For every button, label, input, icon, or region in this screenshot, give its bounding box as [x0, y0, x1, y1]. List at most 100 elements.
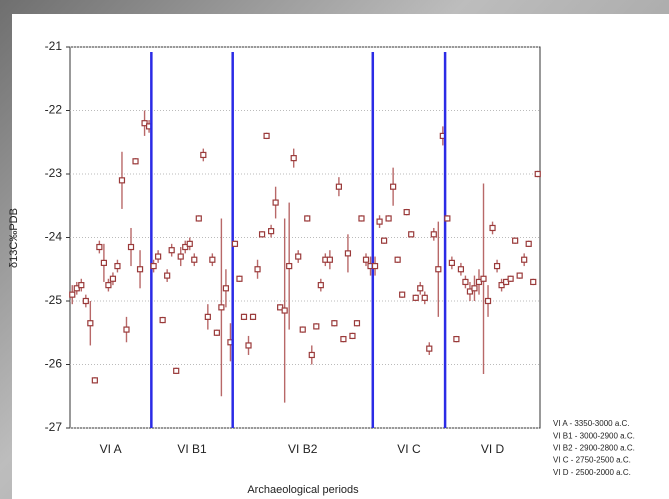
point	[168, 247, 175, 254]
point	[340, 336, 347, 343]
x-tick-label: VI B2	[288, 442, 318, 456]
point	[191, 256, 198, 263]
point	[326, 256, 333, 263]
point	[105, 282, 112, 289]
point	[313, 323, 320, 330]
point	[344, 250, 352, 257]
point	[421, 294, 428, 301]
point	[512, 237, 519, 244]
point	[417, 285, 424, 292]
point	[182, 243, 189, 251]
point	[155, 253, 162, 260]
x-tick-label: VI A	[100, 442, 122, 456]
point	[484, 297, 492, 305]
legend-entry: VI B1 - 3000-2900 a.C.	[553, 431, 635, 440]
point	[408, 231, 415, 238]
y-tick-label: -23	[45, 166, 63, 180]
point	[159, 316, 166, 324]
point	[480, 275, 487, 282]
point	[173, 367, 180, 374]
point	[150, 262, 157, 270]
point	[349, 332, 356, 340]
point	[516, 272, 523, 279]
point	[87, 320, 94, 327]
point	[525, 240, 532, 247]
point	[136, 266, 144, 273]
point	[299, 326, 306, 333]
point	[475, 278, 483, 286]
point	[493, 262, 501, 270]
point	[335, 183, 342, 190]
point	[462, 278, 469, 286]
legend-entry: VI B2 - 2900-2800 a.C.	[553, 444, 635, 453]
point	[254, 266, 261, 273]
point	[380, 237, 388, 244]
point	[127, 243, 135, 251]
y-tick-label: -21	[45, 39, 63, 53]
point	[78, 282, 85, 289]
x-tick-label: VI D	[481, 442, 505, 456]
point	[371, 262, 379, 270]
y-axis-title: δ13C‰PDB	[8, 208, 20, 268]
point	[82, 297, 89, 305]
point	[399, 291, 406, 298]
point	[530, 278, 537, 286]
point	[114, 262, 121, 270]
point	[263, 132, 270, 139]
point	[218, 304, 225, 311]
point	[390, 183, 397, 190]
point	[358, 215, 365, 222]
point	[69, 291, 76, 298]
point	[430, 231, 437, 238]
point	[272, 199, 279, 206]
point	[521, 256, 528, 263]
point	[331, 320, 338, 327]
point	[222, 285, 230, 292]
legend-entry: VI C - 2750-2500 a.C.	[553, 456, 631, 465]
y-tick-label: -27	[45, 420, 63, 434]
point	[444, 215, 451, 222]
point	[317, 282, 324, 289]
point	[466, 288, 474, 295]
point	[503, 278, 510, 286]
point	[385, 215, 392, 222]
point	[453, 336, 460, 343]
legend-entry: VI A - 3350-3000 a.C.	[553, 419, 630, 428]
point	[290, 155, 297, 162]
point	[164, 272, 171, 279]
point	[295, 253, 302, 260]
point	[96, 243, 103, 251]
point	[281, 307, 288, 314]
point	[507, 275, 514, 282]
point	[109, 275, 117, 282]
point	[286, 262, 293, 270]
x-tick-label: VI C	[397, 442, 421, 456]
point	[204, 313, 211, 320]
point	[240, 313, 248, 320]
point	[258, 231, 266, 238]
y-tick-label: -24	[45, 230, 63, 244]
point	[426, 345, 433, 352]
point	[489, 224, 496, 232]
point	[403, 209, 410, 216]
point	[448, 259, 455, 266]
point	[186, 240, 193, 247]
point	[457, 266, 465, 273]
point	[132, 158, 139, 165]
point	[209, 256, 216, 263]
point	[236, 275, 243, 282]
y-tick-label: -26	[45, 357, 63, 371]
point	[200, 151, 207, 159]
y-tick-label: -22	[45, 103, 63, 117]
point	[471, 285, 478, 292]
legend-entry: VI D - 2500-2000 a.C.	[553, 468, 631, 477]
y-tick-label: -25	[45, 293, 63, 307]
point	[308, 351, 315, 359]
point	[91, 377, 98, 384]
point	[435, 266, 442, 273]
point	[195, 215, 202, 222]
point	[394, 256, 401, 263]
point	[245, 342, 252, 349]
